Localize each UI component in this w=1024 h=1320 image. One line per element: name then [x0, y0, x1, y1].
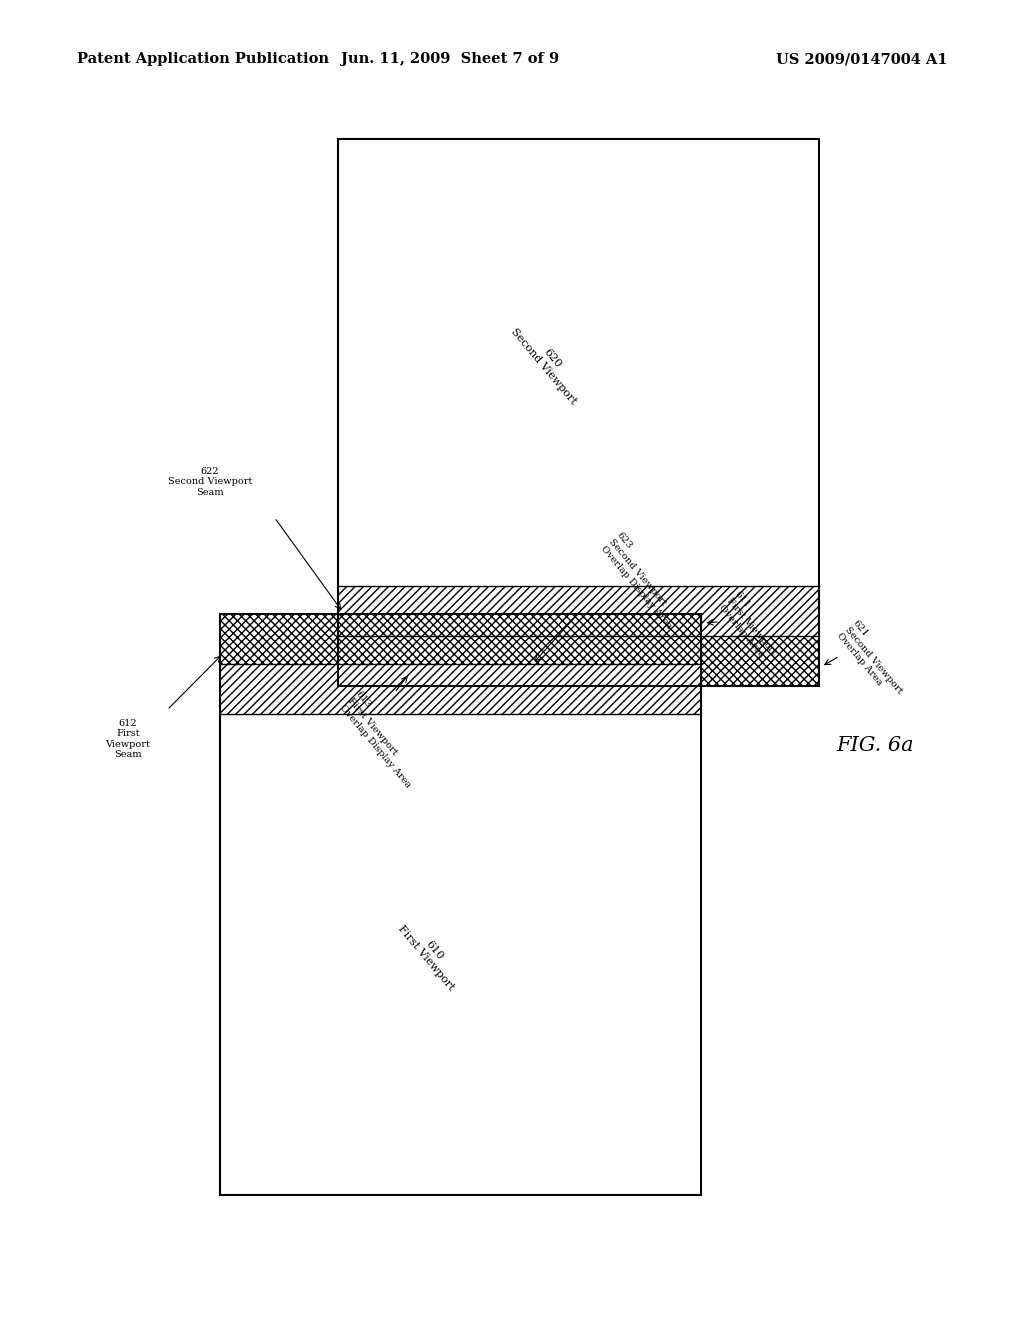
Text: 621
Second Viewport
Overlap Area: 621 Second Viewport Overlap Area — [835, 618, 911, 702]
Text: 611
First Viewport
Overlap Area: 611 First Viewport Overlap Area — [717, 590, 785, 664]
Text: Patent Application Publication: Patent Application Publication — [77, 53, 329, 66]
Bar — [338, 139, 819, 686]
Text: 612
First
Viewport
Seam: 612 First Viewport Seam — [105, 719, 151, 759]
Text: 620
Second Viewport: 620 Second Viewport — [509, 318, 587, 407]
Text: 623
Second Viewport
Overlap Display Area: 623 Second Viewport Overlap Display Area — [599, 531, 689, 631]
Text: 610
First Viewport: 610 First Viewport — [395, 916, 465, 993]
Bar — [338, 636, 819, 686]
Text: FIG. 6a: FIG. 6a — [837, 737, 914, 755]
Bar — [338, 586, 819, 636]
Text: US 2009/0147004 A1: US 2009/0147004 A1 — [775, 53, 947, 66]
Text: Jun. 11, 2009  Sheet 7 of 9: Jun. 11, 2009 Sheet 7 of 9 — [341, 53, 560, 66]
Bar — [338, 139, 819, 686]
Text: 622
Second Viewport
Seam: 622 Second Viewport Seam — [168, 467, 252, 496]
Text: 613
First Viewport
Overlap Display Area: 613 First Viewport Overlap Display Area — [338, 689, 428, 789]
Bar — [220, 614, 701, 1195]
Bar — [220, 614, 701, 664]
Bar — [220, 664, 701, 714]
Bar — [220, 614, 701, 1195]
